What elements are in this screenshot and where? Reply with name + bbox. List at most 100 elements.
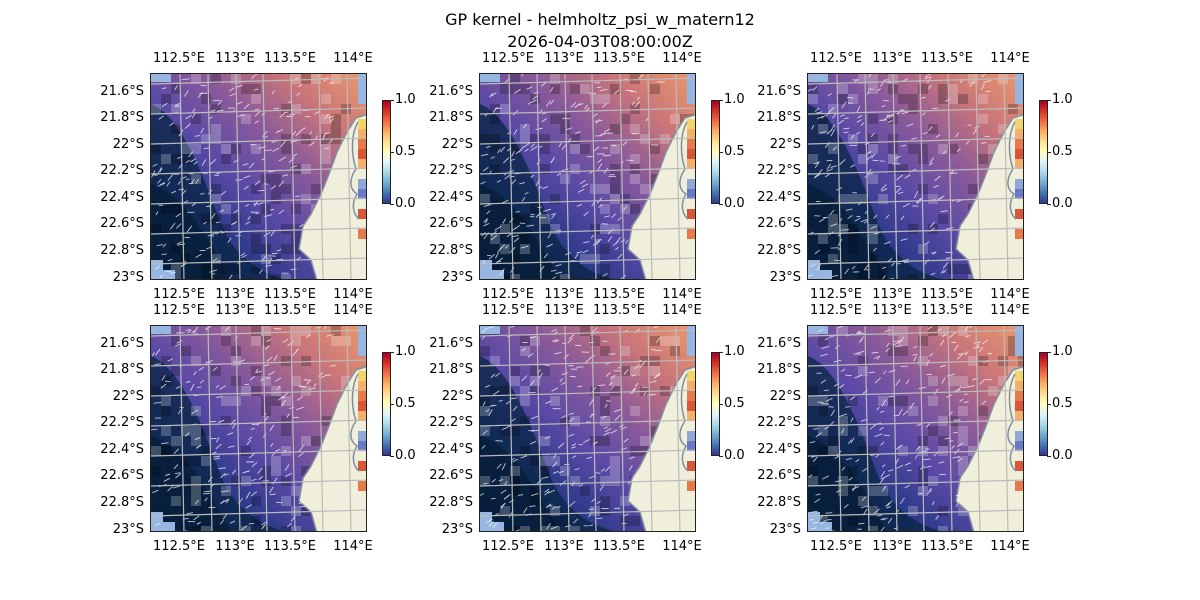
field-map <box>479 73 696 280</box>
lon-tick-bottom: 114°E <box>662 287 702 302</box>
lon-tick-top: 113°E <box>215 303 255 318</box>
colorbar-tick-mark <box>1047 456 1051 457</box>
lon-tick-bottom: 113.5°E <box>921 287 973 302</box>
map-panel-3: 112.5°E 112.5°E 113°E 113°E 113.5°E 113.5°E 11… <box>757 48 1134 302</box>
colorbar-tick-mark <box>719 152 723 153</box>
lat-tick: 21.8°S <box>100 110 144 125</box>
colorbar-tick-label: 0.5 <box>395 396 416 411</box>
colorbar-tick-label: 0.5 <box>1052 396 1073 411</box>
lon-tick-bottom: 114°E <box>990 287 1030 302</box>
lat-tick: 22°S <box>112 389 144 404</box>
lat-tick: 22.6°S <box>757 216 801 231</box>
lon-tick-bottom: 113.5°E <box>593 287 645 302</box>
field-map <box>150 325 367 532</box>
lat-tick: 22.2°S <box>429 415 473 430</box>
graticule <box>808 326 1023 531</box>
colorbar-tick-mark <box>1047 404 1051 405</box>
colorbar-tick-label: 0.0 <box>724 196 745 211</box>
lon-tick-top: 112.5°E <box>482 51 534 66</box>
colorbar-tick-label: 0.0 <box>724 448 745 463</box>
field-map <box>479 325 696 532</box>
lon-tick-top: 113.5°E <box>921 303 973 318</box>
lat-tick: 21.6°S <box>757 336 801 351</box>
colorbar-tick-mark <box>1047 152 1051 153</box>
lat-tick: 22.6°S <box>757 468 801 483</box>
colorbar-tick-label: 0.0 <box>1052 196 1073 211</box>
lon-tick-bottom: 113°E <box>872 539 912 554</box>
lon-tick-top: 113°E <box>215 51 255 66</box>
lat-tick: 22.6°S <box>429 468 473 483</box>
colorbar-tick-mark <box>1047 352 1051 353</box>
lon-tick-bottom: 113.5°E <box>264 539 316 554</box>
colorbar-tick-mark <box>390 100 394 101</box>
lon-tick-top: 114°E <box>662 303 702 318</box>
lat-tick: 21.6°S <box>429 336 473 351</box>
colorbar-tick-mark <box>1047 204 1051 205</box>
lon-tick-bottom: 113.5°E <box>593 539 645 554</box>
lon-tick-top: 114°E <box>333 303 373 318</box>
land-mass <box>627 365 695 531</box>
lat-tick: 22.2°S <box>757 415 801 430</box>
graticule <box>480 326 695 531</box>
lat-tick: 22.4°S <box>757 190 801 205</box>
colorbar-tick-mark <box>390 404 394 405</box>
lon-tick-bottom: 113.5°E <box>264 287 316 302</box>
land-mass <box>955 113 1023 279</box>
lat-tick: 21.6°S <box>429 84 473 99</box>
colorbar-tick-label: 0.0 <box>395 196 416 211</box>
lat-tick: 22°S <box>769 137 801 152</box>
lon-tick-top: 112.5°E <box>153 51 205 66</box>
colorbar-tick-label: 0.5 <box>1052 144 1073 159</box>
map-panel-5: 112.5°E 112.5°E 113°E 113°E 113.5°E 113.5°E 11… <box>429 300 806 554</box>
lon-tick-top: 114°E <box>990 51 1030 66</box>
lat-tick: 21.6°S <box>757 84 801 99</box>
lon-tick-top: 113.5°E <box>593 51 645 66</box>
lon-tick-top: 113.5°E <box>264 303 316 318</box>
lat-tick: 21.8°S <box>429 110 473 125</box>
lat-tick: 22°S <box>769 389 801 404</box>
lon-tick-bottom: 112.5°E <box>153 539 205 554</box>
colorbar-tick-label: 1.0 <box>1052 92 1073 107</box>
vector-field <box>151 74 335 279</box>
lat-tick: 22°S <box>112 137 144 152</box>
lat-tick: 22.2°S <box>429 163 473 178</box>
lon-tick-top: 112.5°E <box>153 303 205 318</box>
lat-tick: 21.6°S <box>100 84 144 99</box>
colorbar-tick-mark <box>390 352 394 353</box>
lat-tick: 22°S <box>441 137 473 152</box>
lat-tick: 21.8°S <box>757 362 801 377</box>
colorbar-tick-label: 1.0 <box>395 344 416 359</box>
colorbar-tick-mark <box>719 352 723 353</box>
lon-tick-top: 114°E <box>333 51 373 66</box>
lat-tick: 22.4°S <box>757 442 801 457</box>
lat-tick: 22.6°S <box>429 216 473 231</box>
lat-tick: 21.8°S <box>100 362 144 377</box>
lat-tick: 21.8°S <box>429 362 473 377</box>
lat-tick: 22.2°S <box>100 163 144 178</box>
lon-tick-top: 113°E <box>544 303 584 318</box>
lat-tick: 22.8°S <box>429 243 473 258</box>
lon-tick-bottom: 114°E <box>333 539 373 554</box>
lon-tick-bottom: 113°E <box>544 287 584 302</box>
colorbar-tick-label: 0.0 <box>1052 448 1073 463</box>
lon-tick-bottom: 113°E <box>872 287 912 302</box>
field-map <box>807 73 1024 280</box>
lat-tick: 23°S <box>112 522 144 537</box>
lat-tick: 23°S <box>441 522 473 537</box>
lon-tick-top: 113.5°E <box>921 51 973 66</box>
colorbar-tick-mark <box>719 204 723 205</box>
colorbar-tick-mark <box>719 100 723 101</box>
figure-title: GP kernel - helmholtz_psi_w_matern12 <box>445 10 755 29</box>
lat-tick: 22.8°S <box>100 495 144 510</box>
graticule <box>151 326 366 531</box>
colorbar-tick-label: 1.0 <box>724 92 745 107</box>
colorbar-tick-mark <box>390 204 394 205</box>
lon-tick-bottom: 113.5°E <box>921 539 973 554</box>
lon-tick-top: 114°E <box>662 51 702 66</box>
lat-tick: 23°S <box>769 522 801 537</box>
graticule <box>480 74 695 279</box>
lon-tick-bottom: 112.5°E <box>810 539 862 554</box>
lon-tick-bottom: 114°E <box>333 287 373 302</box>
colorbar-tick-mark <box>390 456 394 457</box>
lon-tick-bottom: 112.5°E <box>482 539 534 554</box>
